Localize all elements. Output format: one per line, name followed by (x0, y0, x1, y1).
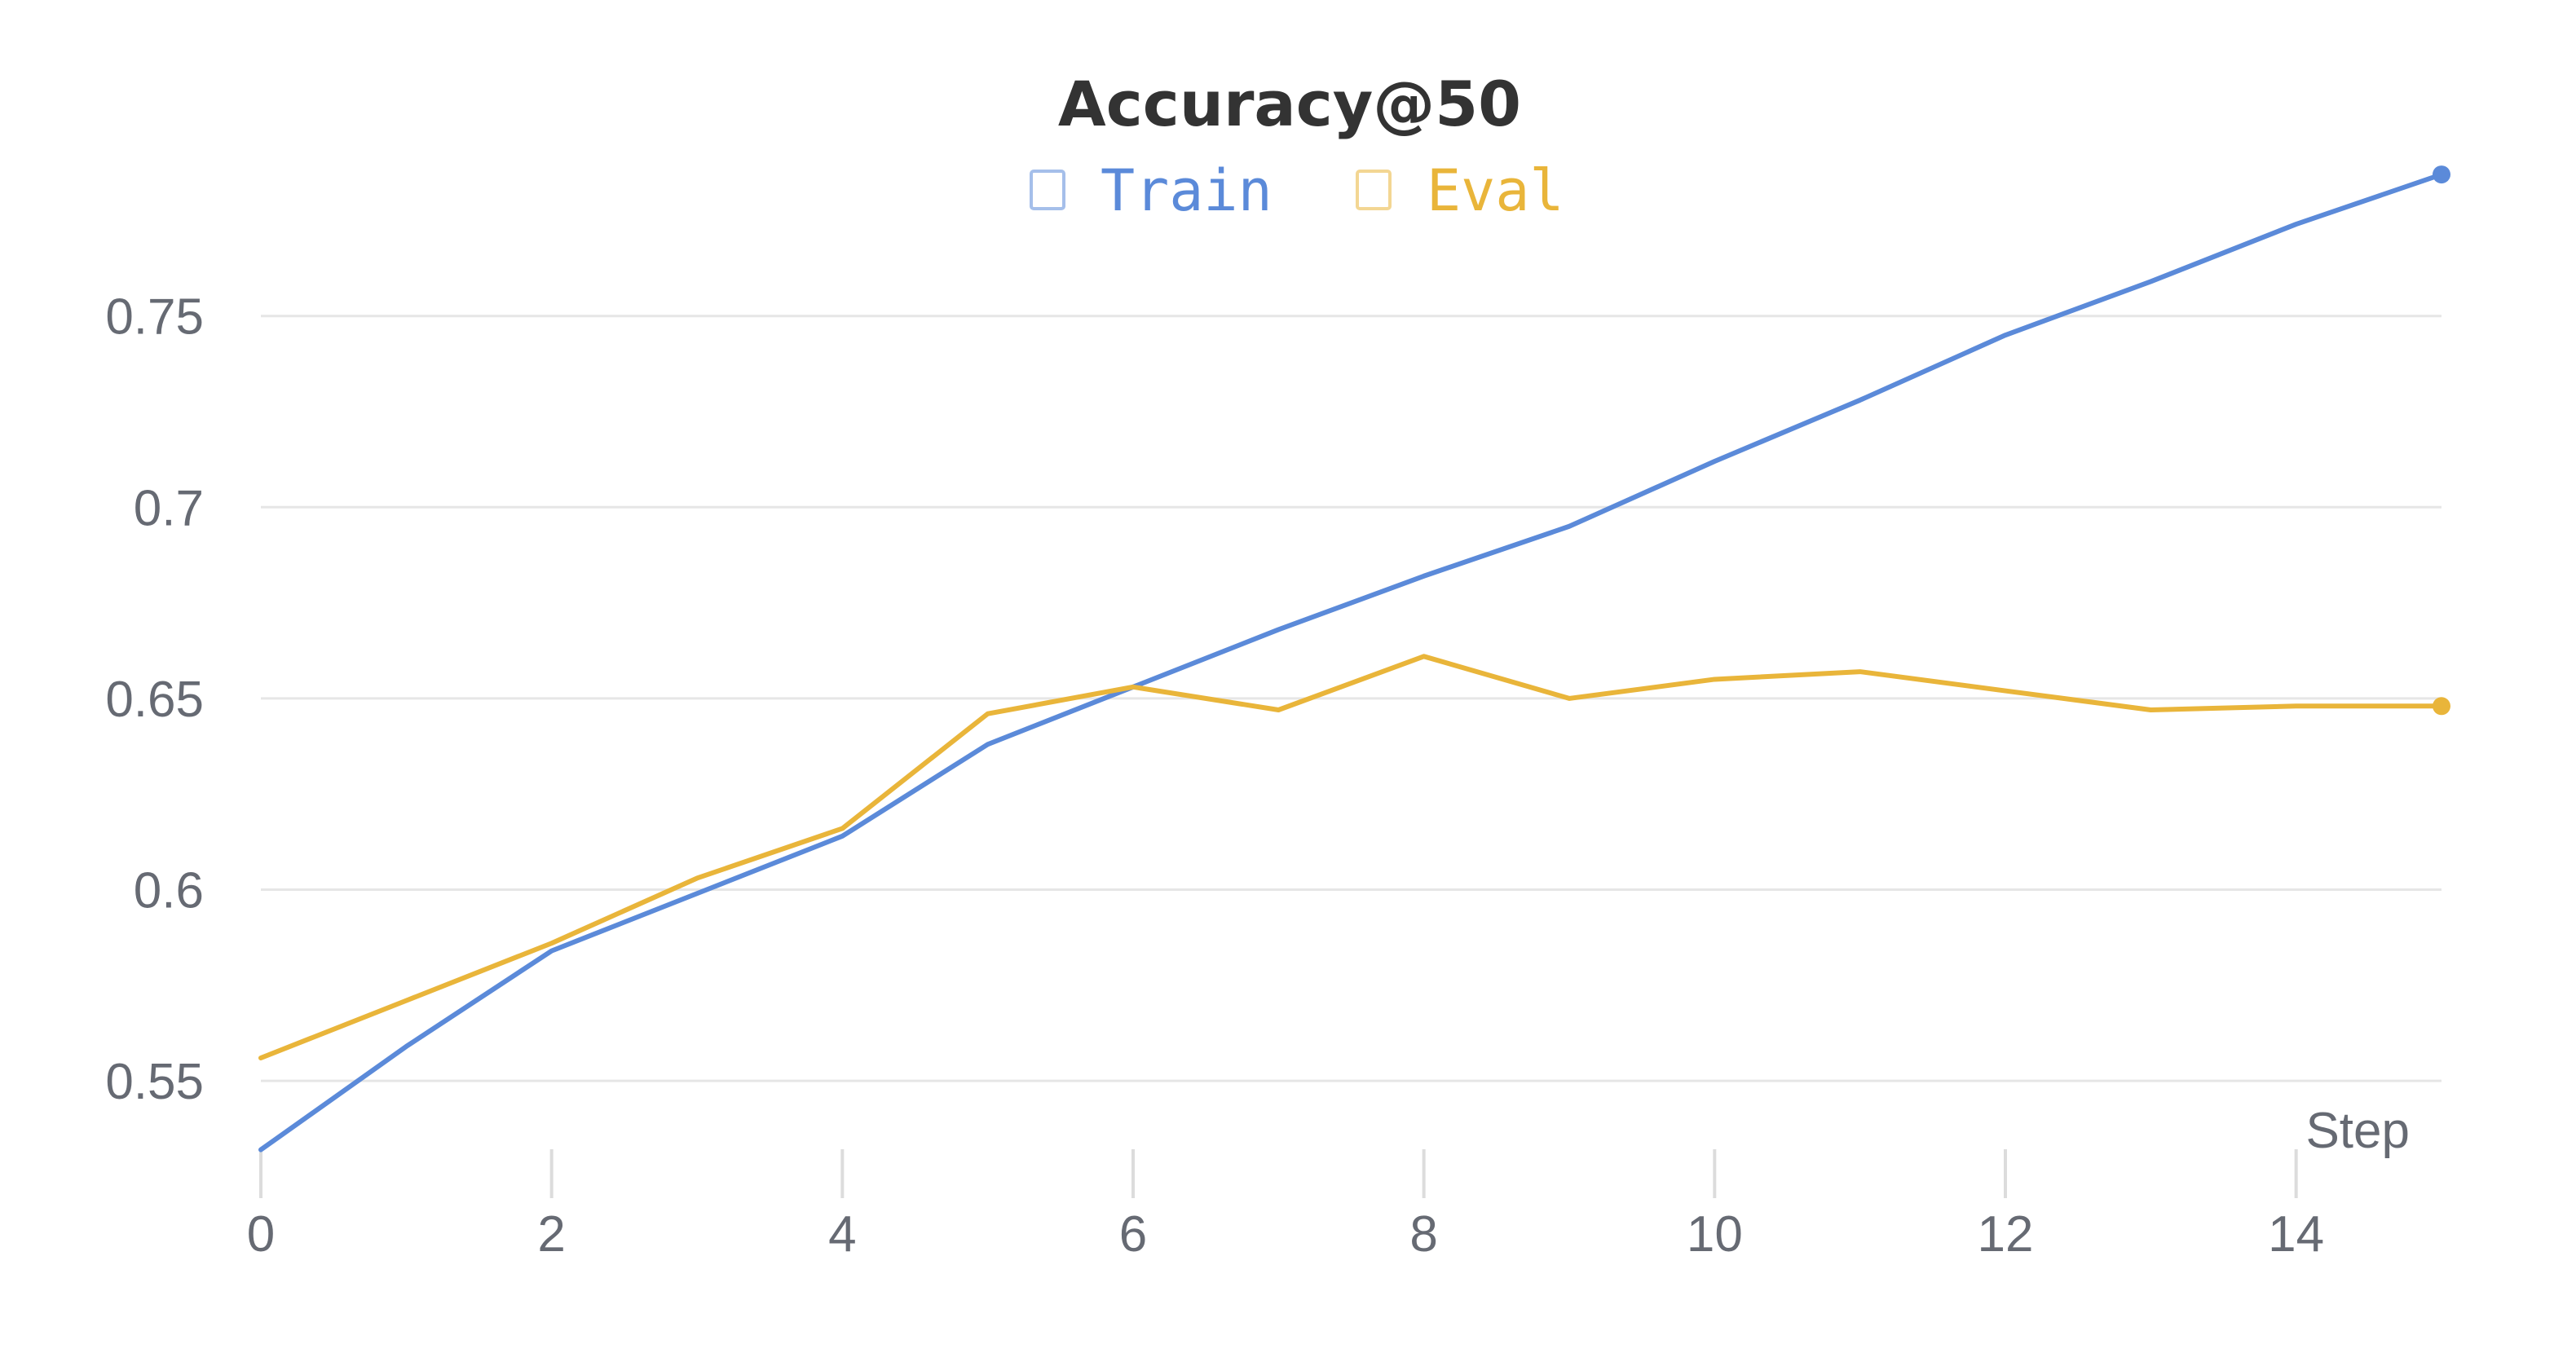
y-tick-label: 0.65 (105, 672, 204, 728)
y-axis-tick-labels: 0.55 0.6 0.65 0.7 0.75 (105, 289, 204, 1110)
x-tick-label: 0 (247, 1206, 275, 1263)
x-tick-label: 4 (828, 1206, 856, 1263)
x-tick-label: 2 (537, 1206, 565, 1263)
series-layer (258, 165, 2450, 1152)
grid-lines (261, 315, 2441, 1082)
y-tick-label: 0.55 (105, 1054, 204, 1110)
x-tick-label: 6 (1119, 1206, 1147, 1263)
y-tick-label: 0.75 (105, 289, 204, 346)
x-axis-ticks (259, 1149, 2298, 1198)
y-tick-label: 0.7 (134, 480, 204, 536)
chart-title: Accuracy@50 (1058, 68, 1521, 140)
series-endpoint-eval (2433, 697, 2450, 716)
x-tick-label: 14 (2268, 1206, 2324, 1263)
x-tick-label: 12 (1978, 1206, 2034, 1263)
x-axis-label: Step (2305, 1103, 2410, 1159)
legend-eval-icon (1356, 170, 1392, 210)
legend-eval-label: Eval (1427, 157, 1564, 224)
legend-train-icon (1030, 170, 1065, 210)
series-line-eval (258, 654, 2444, 1060)
x-tick-label: 8 (1409, 1206, 1437, 1263)
series-line-train (258, 172, 2444, 1152)
y-tick-label: 0.6 (134, 863, 204, 919)
legend-train-label: Train (1101, 157, 1273, 224)
legend: Train Eval (1030, 157, 1564, 224)
series-endpoint-train (2433, 165, 2450, 184)
x-axis-tick-labels: 0 2 4 6 8 10 12 14 (247, 1206, 2324, 1263)
x-tick-label: 10 (1687, 1206, 1743, 1263)
